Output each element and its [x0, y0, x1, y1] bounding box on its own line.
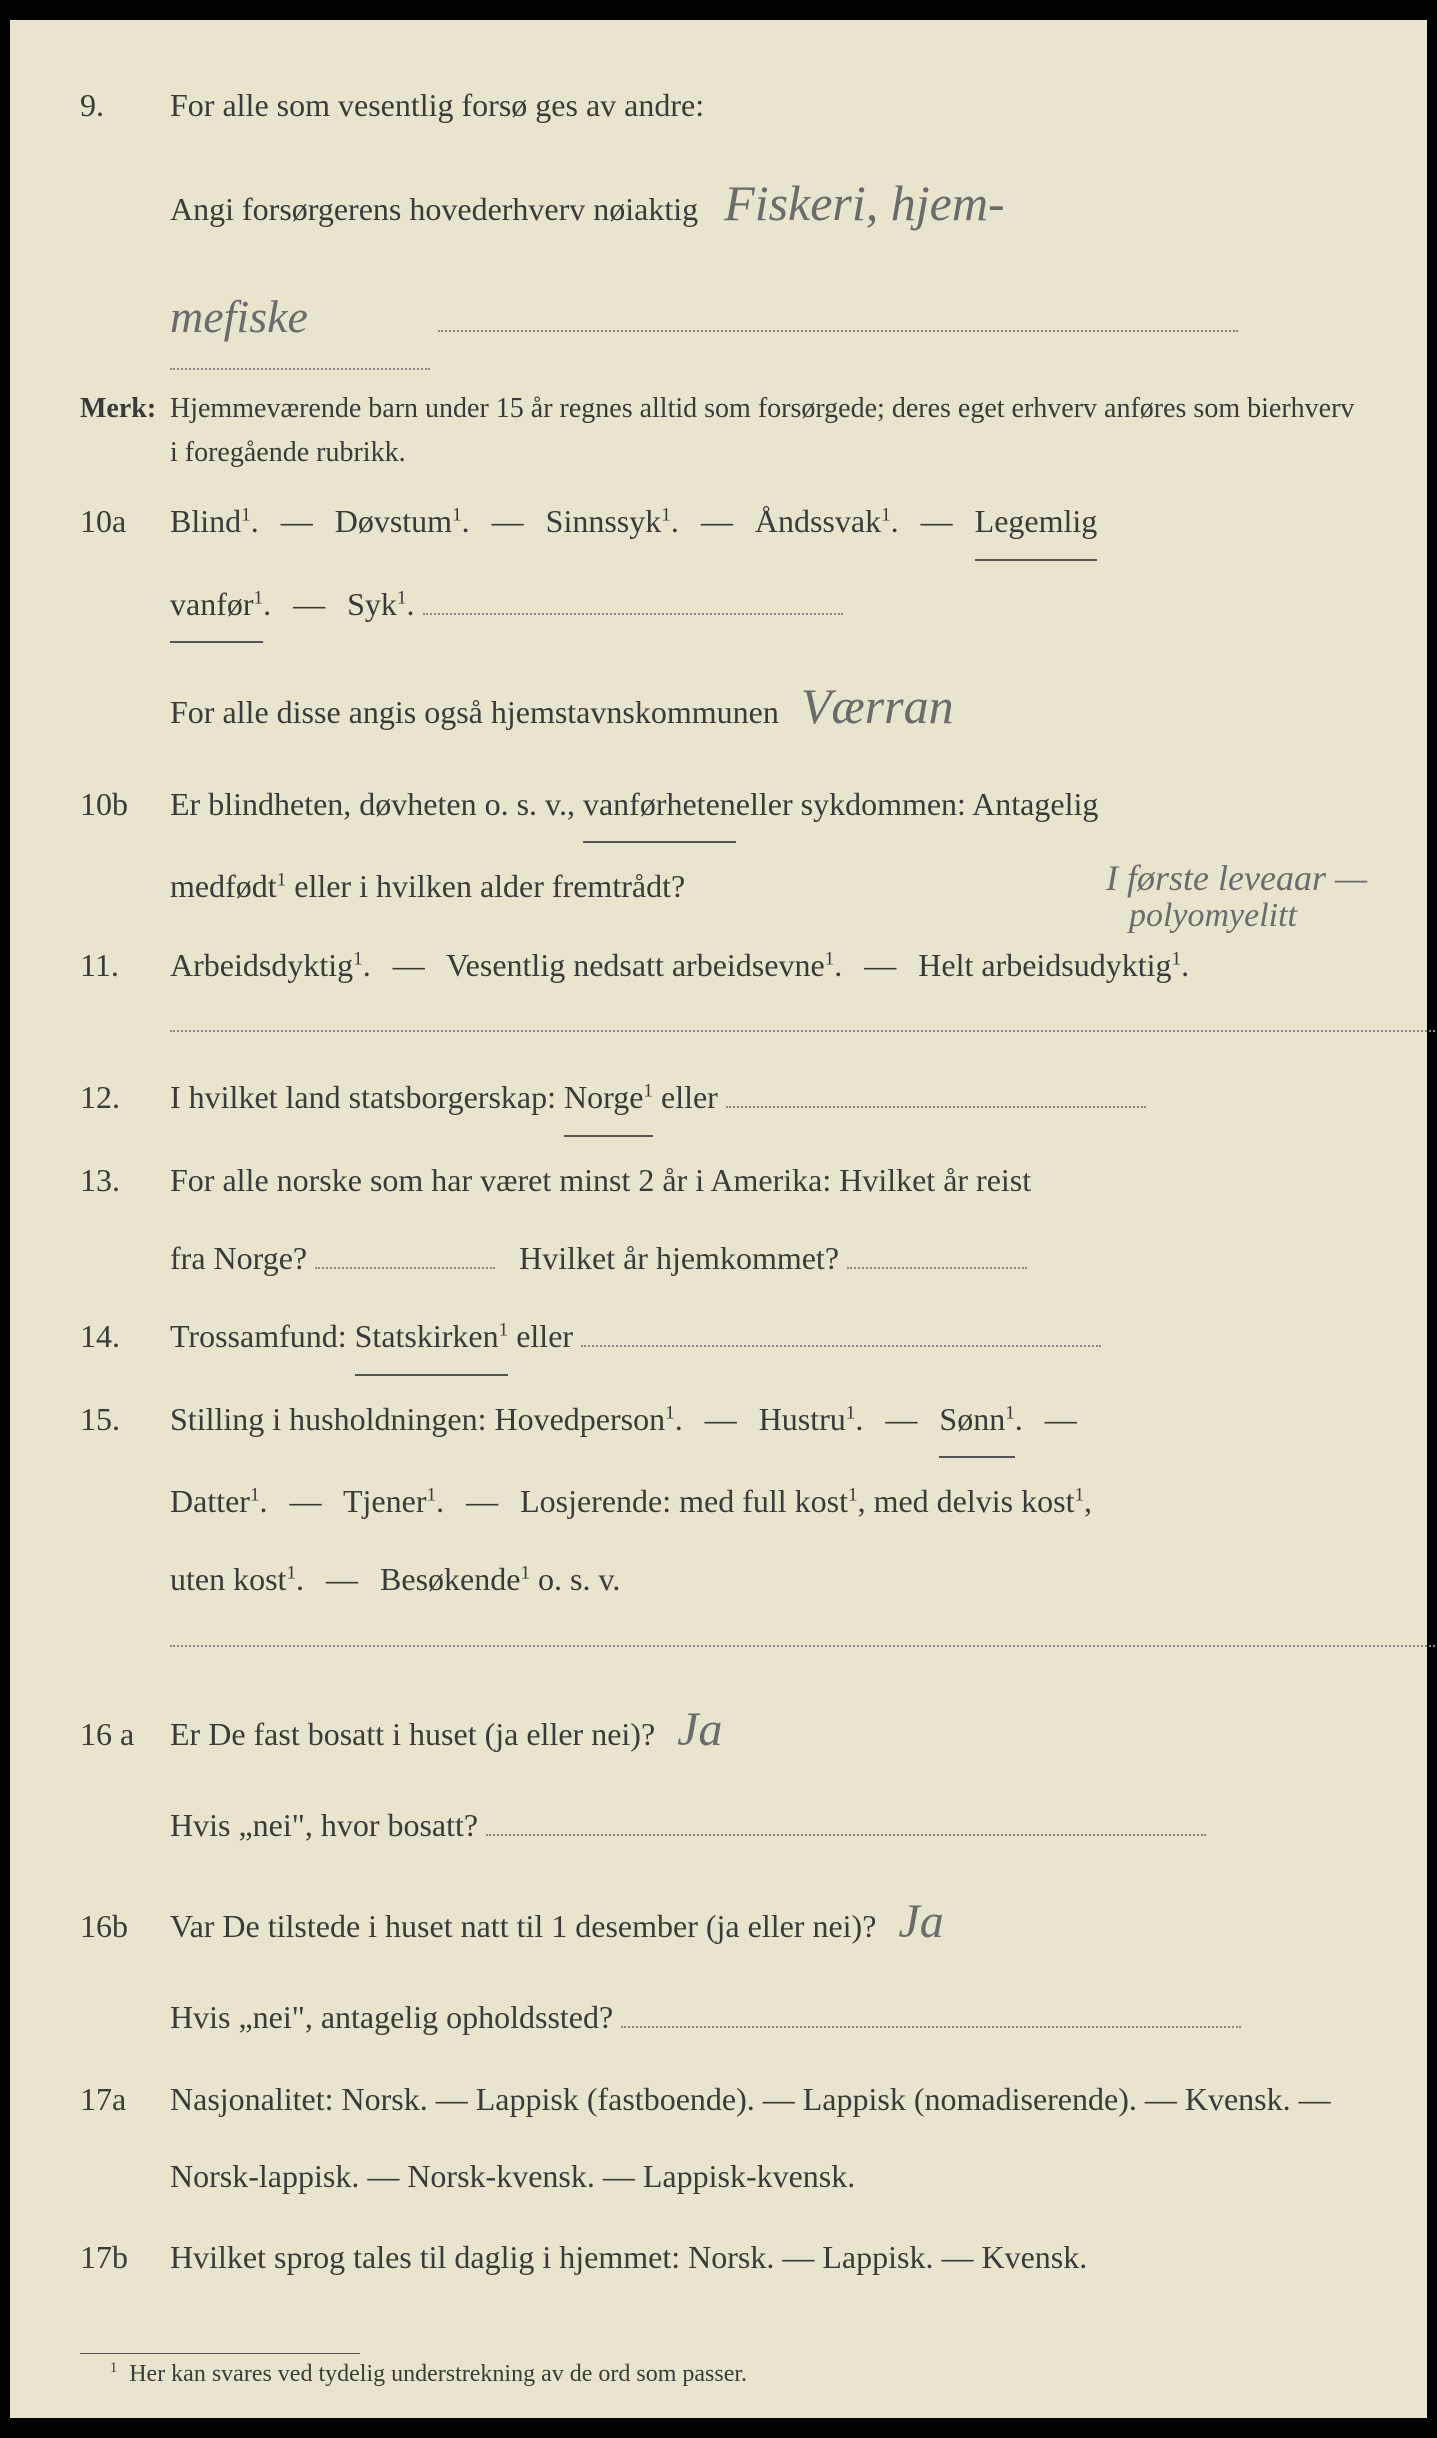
dotted-fill [847, 1237, 1027, 1269]
q16a-handwriting: Ja [677, 1677, 722, 1783]
q17a-text: Nasjonalitet: Norsk. — Lappisk (fastboen… [170, 2061, 1357, 2215]
dotted-fill [315, 1237, 495, 1269]
merk-label: Merk: [80, 378, 170, 440]
merk-row: Merk: Hjemmeværende barn under 15 år reg… [80, 378, 1357, 477]
q15-sonn-underlined: Sønn1 [939, 1384, 1014, 1458]
q12-number: 12. [80, 1062, 170, 1132]
q10b-vanforheten-underlined: vanførheten [583, 769, 736, 843]
q16b-handwriting: Ja [898, 1869, 943, 1975]
census-form-page: 9. For alle som vesentlig forsø ges av a… [10, 20, 1427, 2418]
q10a-options: Blind1. — Døvstum1. — Sinnssyk1. — Åndss… [170, 486, 1357, 560]
q13-number: 13. [80, 1145, 170, 1215]
footnote: 1 Her kan svares ved tydelig understrekn… [110, 2360, 1357, 2388]
q10a-handwriting: Værran [801, 651, 954, 761]
q11: 11. Arbeidsdyktig1. — Vesentlig nedsatt … [80, 930, 1357, 1000]
q11-number: 11. [80, 930, 170, 1000]
dotted-fill [438, 300, 1238, 332]
q16b-number: 16b [80, 1891, 170, 1961]
q13-line1: 13. For alle norske som har været minst … [80, 1145, 1357, 1215]
q15-number: 15. [80, 1384, 170, 1454]
q10a-line1: 10a Blind1. — Døvstum1. — Sinnssyk1. — Å… [80, 486, 1357, 560]
q10a-vanfor-underlined: vanfør1 [170, 569, 263, 643]
q17b: 17b Hvilket sprog tales til daglig i hje… [80, 2222, 1357, 2292]
q9-handwriting-2: mefiske [170, 266, 430, 369]
q17a: 17a Nasjonalitet: Norsk. — Lappisk (fast… [80, 2061, 1357, 2215]
q16a-line2: Hvis „nei", hvor bosatt? [80, 1790, 1357, 1860]
q10a-line3: For alle disse angis også hjemstavnskomm… [80, 651, 1357, 761]
dotted-fill [486, 1804, 1206, 1836]
q9-text1: For alle som vesentlig forsø ges av andr… [170, 70, 1357, 140]
q10a-number: 10a [80, 486, 170, 556]
merk-text: Hjemmeværende barn under 15 år regnes al… [170, 387, 1357, 477]
q9-line1: 9. For alle som vesentlig forsø ges av a… [80, 70, 1357, 140]
q17b-number: 17b [80, 2222, 170, 2292]
q15-line3: uten kost1. — Besøkende1 o. s. v. [80, 1544, 1357, 1614]
q16b-line1: 16b Var De tilstede i huset natt til 1 d… [80, 1869, 1357, 1975]
q10a-legemlig-underlined: Legemlig [975, 486, 1098, 560]
q10b-number: 10b [80, 769, 170, 839]
dotted-fill [726, 1076, 1146, 1108]
q9-line2: Angi forsørgerens hovederhverv nøiaktig … [80, 148, 1357, 258]
footnote-rule [80, 2353, 360, 2354]
q15-line2: Datter1. — Tjener1. — Losjerende: med fu… [80, 1466, 1357, 1536]
q14: 14. Trossamfund: Statskirken1 eller [80, 1301, 1357, 1375]
q13-line2: fra Norge? Hvilket år hjemkommet? [80, 1223, 1357, 1293]
q16a-line1: 16 a Er De fast bosatt i huset (ja eller… [80, 1677, 1357, 1783]
q17b-text: Hvilket sprog tales til daglig i hjemmet… [170, 2222, 1357, 2292]
q10a-line2: vanfør1. — Syk1. [80, 569, 1357, 643]
section-divider-dotted [170, 1645, 1437, 1647]
dotted-fill [423, 583, 843, 615]
q9-handwriting-1: Fiskeri, hjem- [724, 148, 1004, 258]
q10b-line2: medfødt1 eller i hvilken alder fremtrådt… [80, 851, 1357, 921]
q10b-line1: 10b Er blindheten, døvheten o. s. v., va… [80, 769, 1357, 843]
q16a-number: 16 a [80, 1699, 170, 1769]
q11-options: Arbeidsdyktig1. — Vesentlig nedsatt arbe… [170, 930, 1357, 1000]
q16b-line2: Hvis „nei", antagelig opholdssted? [80, 1982, 1357, 2052]
dotted-fill [621, 1996, 1241, 2028]
q14-statskirken-underlined: Statskirken1 [355, 1301, 509, 1375]
q9-text2: Angi forsørgerens hovederhverv nøiaktig … [170, 148, 1357, 258]
dotted-fill [581, 1315, 1101, 1347]
q9-line3: mefiske [80, 266, 1357, 369]
q15-line1: 15. Stilling i husholdningen: Hovedperso… [80, 1384, 1357, 1458]
q12: 12. I hvilket land statsborgerskap: Norg… [80, 1062, 1357, 1136]
q14-number: 14. [80, 1301, 170, 1371]
section-divider-dotted [170, 1030, 1437, 1032]
q9-number: 9. [80, 70, 170, 140]
q17a-number: 17a [80, 2064, 170, 2134]
q12-norge-underlined: Norge1 [564, 1062, 653, 1136]
